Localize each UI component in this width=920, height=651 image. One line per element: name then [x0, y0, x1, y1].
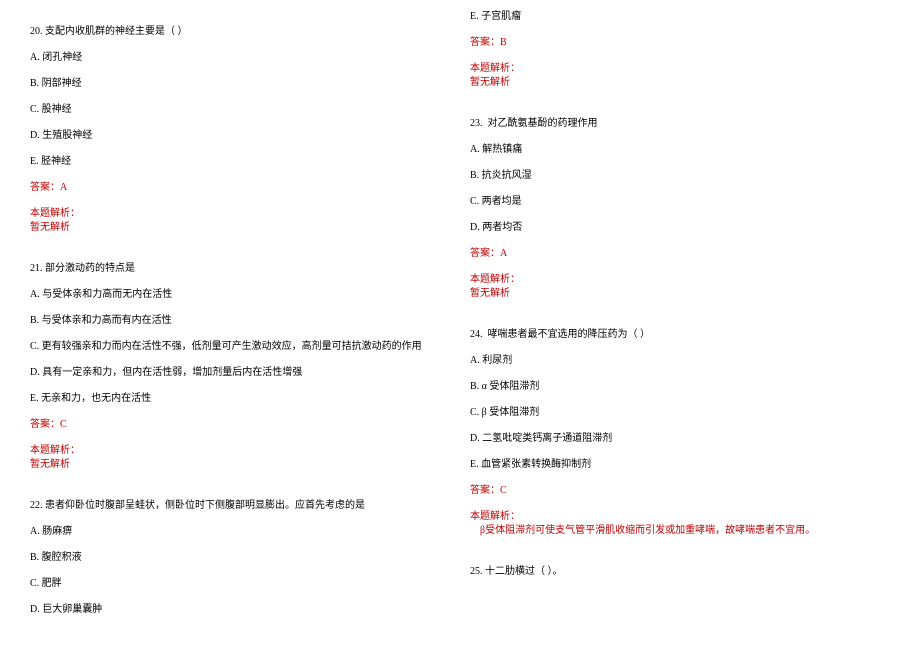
q23-opt-d: D. 两者均否: [470, 221, 900, 235]
q20-opt-e: E. 胫神经: [30, 155, 430, 169]
q20-answer: 答案：A: [30, 181, 430, 195]
q24-stem: 24. 哮喘患者最不宜选用的降压药为（ ）: [470, 328, 900, 342]
q21-stem: 21. 部分激动药的特点是: [30, 262, 430, 276]
q23-opt-c: C. 两者均是: [470, 195, 900, 209]
right-column: E. 子宫肌瘤 答案：B 本题解析： 暂无解析 23. 对乙酰氨基酚的药理作用 …: [460, 0, 920, 651]
q20-explanation-body: 暂无解析: [30, 221, 430, 235]
q24-explanation-header: 本题解析：: [470, 510, 900, 524]
q21-opt-a: A. 与受体亲和力高而无内在活性: [30, 288, 430, 302]
q21-explanation-body: 暂无解析: [30, 458, 430, 472]
q23-opt-a: A. 解热镇痛: [470, 143, 900, 157]
q22-stem: 22. 患者仰卧位时腹部呈蛙状，侧卧位时下侧腹部明显膨出。应首先考虑的是: [30, 499, 430, 513]
q23-explanation-body: 暂无解析: [470, 287, 900, 301]
q20-opt-a: A. 闭孔神经: [30, 51, 430, 65]
q21-answer: 答案：C: [30, 418, 430, 432]
q22-explanation-body: 暂无解析: [470, 76, 900, 90]
q25-stem: 25. 十二肋横过（ ）。: [470, 565, 900, 579]
spacer: [470, 550, 900, 565]
q20-opt-d: D. 生殖股神经: [30, 129, 430, 143]
q23-stem: 23. 对乙酰氨基酚的药理作用: [470, 117, 900, 131]
q22-opt-d: D. 巨大卵巢囊肿: [30, 603, 430, 617]
spacer: [470, 313, 900, 328]
q23-opt-b: B. 抗炎抗风湿: [470, 169, 900, 183]
q21-opt-b: B. 与受体亲和力高而有内在活性: [30, 314, 430, 328]
q22-answer: 答案：B: [470, 36, 900, 50]
q23-explanation-header: 本题解析：: [470, 273, 900, 287]
q21-explanation-header: 本题解析：: [30, 444, 430, 458]
left-column: 20. 支配内收肌群的神经主要是（ ） A. 闭孔神经 B. 阴部神经 C. 股…: [0, 0, 460, 651]
q22-opt-b: B. 腹腔积液: [30, 551, 430, 565]
q21-opt-e: E. 无亲和力，也无内在活性: [30, 392, 430, 406]
q20-explanation-header: 本题解析：: [30, 207, 430, 221]
q20-opt-c: C. 股神经: [30, 103, 430, 117]
spacer: [470, 102, 900, 117]
q20-opt-b: B. 阴部神经: [30, 77, 430, 91]
q24-opt-c: C. β 受体阻滞剂: [470, 406, 900, 420]
q21-opt-c: C. 更有较强亲和力而内在活性不强，低剂量可产生激动效应，高剂量可拮抗激动药的作…: [30, 340, 430, 354]
q21-opt-d: D. 具有一定亲和力，但内在活性弱，增加剂量后内在活性增强: [30, 366, 430, 380]
spacer: [30, 10, 430, 25]
q22-opt-e: E. 子宫肌瘤: [470, 10, 900, 24]
spacer: [30, 247, 430, 262]
q24-opt-a: A. 利尿剂: [470, 354, 900, 368]
q22-opt-c: C. 肥胖: [30, 577, 430, 591]
q24-opt-b: B. α 受体阻滞剂: [470, 380, 900, 394]
q24-opt-e: E. 血管紧张素转换酶抑制剂: [470, 458, 900, 472]
q24-explanation-body: β受体阻滞剂可使支气管平滑肌收缩而引发或加重哮喘，故哮喘患者不宜用。: [470, 524, 900, 538]
q24-opt-d: D. 二氢吡啶类钙离子通道阻滞剂: [470, 432, 900, 446]
q20-stem: 20. 支配内收肌群的神经主要是（ ）: [30, 25, 430, 39]
q23-answer: 答案：A: [470, 247, 900, 261]
q22-opt-a: A. 肠麻痹: [30, 525, 430, 539]
q24-answer: 答案：C: [470, 484, 900, 498]
q22-explanation-header: 本题解析：: [470, 62, 900, 76]
exam-page: 20. 支配内收肌群的神经主要是（ ） A. 闭孔神经 B. 阴部神经 C. 股…: [0, 0, 920, 651]
spacer: [30, 484, 430, 499]
